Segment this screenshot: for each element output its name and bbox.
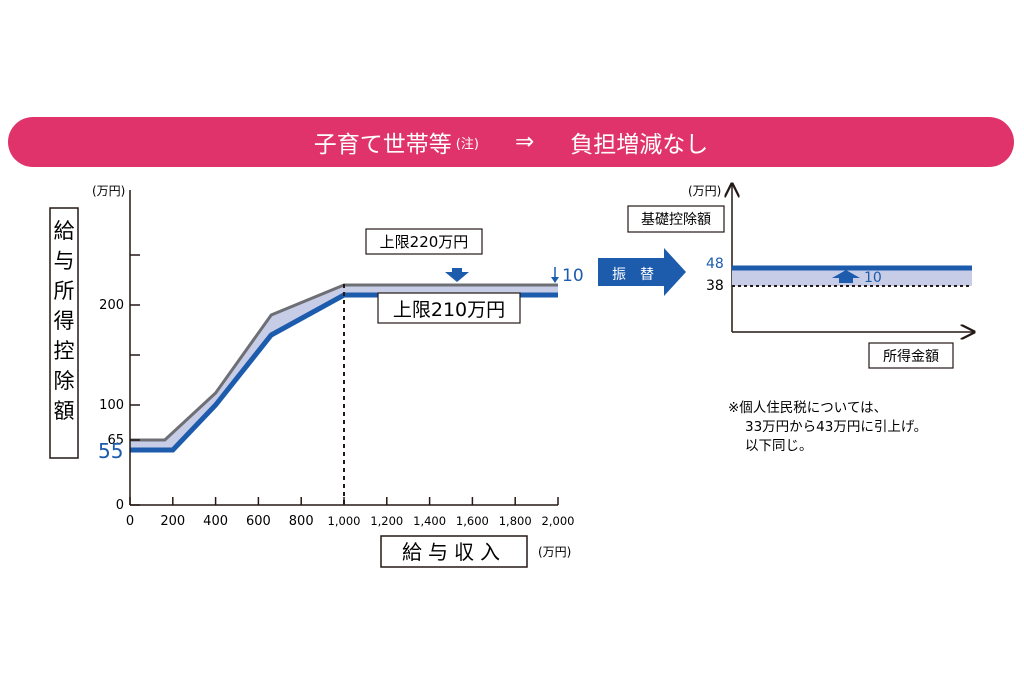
right-y-axis-title: 基礎控除額 [641, 211, 711, 228]
y-tick-label: 0 [116, 498, 124, 513]
cap-new-box [377, 292, 521, 324]
x-label-box [380, 535, 528, 568]
reduction-indicator-icon [551, 277, 559, 283]
x-tick-label: 1,800 [499, 514, 532, 528]
banner-result: 負担増減なし [570, 132, 709, 158]
right-y-label-box [627, 205, 725, 233]
x-tick-group: 0 200 400 600 800 1,000 1,200 1,400 1,600 1,800 2,… [126, 497, 575, 529]
footnote-line-2: 33万円から43万円に引上げ。 [745, 419, 927, 435]
new-value-label: 48 [706, 256, 724, 272]
banner-title: 子育て世帯等 [313, 132, 452, 158]
series-old-line [130, 283, 558, 442]
x-tick-label: 1,200 [370, 514, 403, 528]
x-tick-label: 0 [126, 514, 134, 529]
min-new-label: 55 [98, 439, 123, 463]
right-x-label-box [868, 342, 954, 369]
x-tick-label: 200 [160, 514, 185, 529]
right-chart: (万円) 基礎控除額 48 38 10 所得金額 [627, 184, 974, 369]
x-tick-label: 400 [203, 514, 228, 529]
increase-arrow-icon [832, 270, 860, 283]
right-y-unit-label: (万円) [688, 184, 721, 198]
x-tick-label: 1,400 [413, 514, 446, 528]
transfer-label: 振 替 [612, 267, 654, 283]
x-tick-label: 800 [289, 514, 314, 529]
y-tick-label: 200 [99, 298, 124, 313]
y-tick-label: 100 [99, 398, 124, 413]
title-banner: 子育て世帯等 (注) ⇒ 負担増減なし [8, 117, 1014, 167]
banner-note: (注) [455, 136, 479, 152]
x-unit-label: (万円) [538, 545, 571, 559]
right-x-axis-title: 所得金額 [883, 348, 939, 365]
old-value-label: 38 [706, 278, 724, 294]
y-tick-group: 0 65 100 200 [99, 254, 140, 513]
footnote-line-1: ※個人住民税については、 [728, 400, 887, 416]
y-tick-label: 65 [107, 433, 124, 448]
x-tick-label: 600 [246, 514, 271, 529]
x-tick-label: 1,000 [328, 514, 361, 528]
cap-old-label: 上限220万円 [380, 233, 469, 251]
increase-label: 10 [864, 270, 882, 286]
cap-new-label: 上限210万円 [393, 299, 505, 321]
left-chart: 0 65 100 200 0 200 400 600 800 1,000 1,200 1,400 1,… [49, 184, 584, 568]
x-axis-title: 給与収入 [402, 540, 506, 564]
cap-old-box [365, 228, 483, 255]
footnote-line-3: 以下同じ。 [745, 438, 813, 454]
banner-arrow: ⇒ [514, 129, 535, 155]
x-tick-label: 1,600 [456, 514, 489, 528]
reduction-arrow-icon [445, 268, 469, 282]
y-unit-label: (万円) [92, 184, 125, 198]
y-label-box [49, 207, 79, 459]
transfer-arrow-icon [598, 248, 686, 296]
reduction-label: 10 [562, 266, 584, 286]
x-tick-label: 2,000 [542, 514, 575, 528]
y-axis-title: 給与所得控除額 [54, 219, 75, 423]
